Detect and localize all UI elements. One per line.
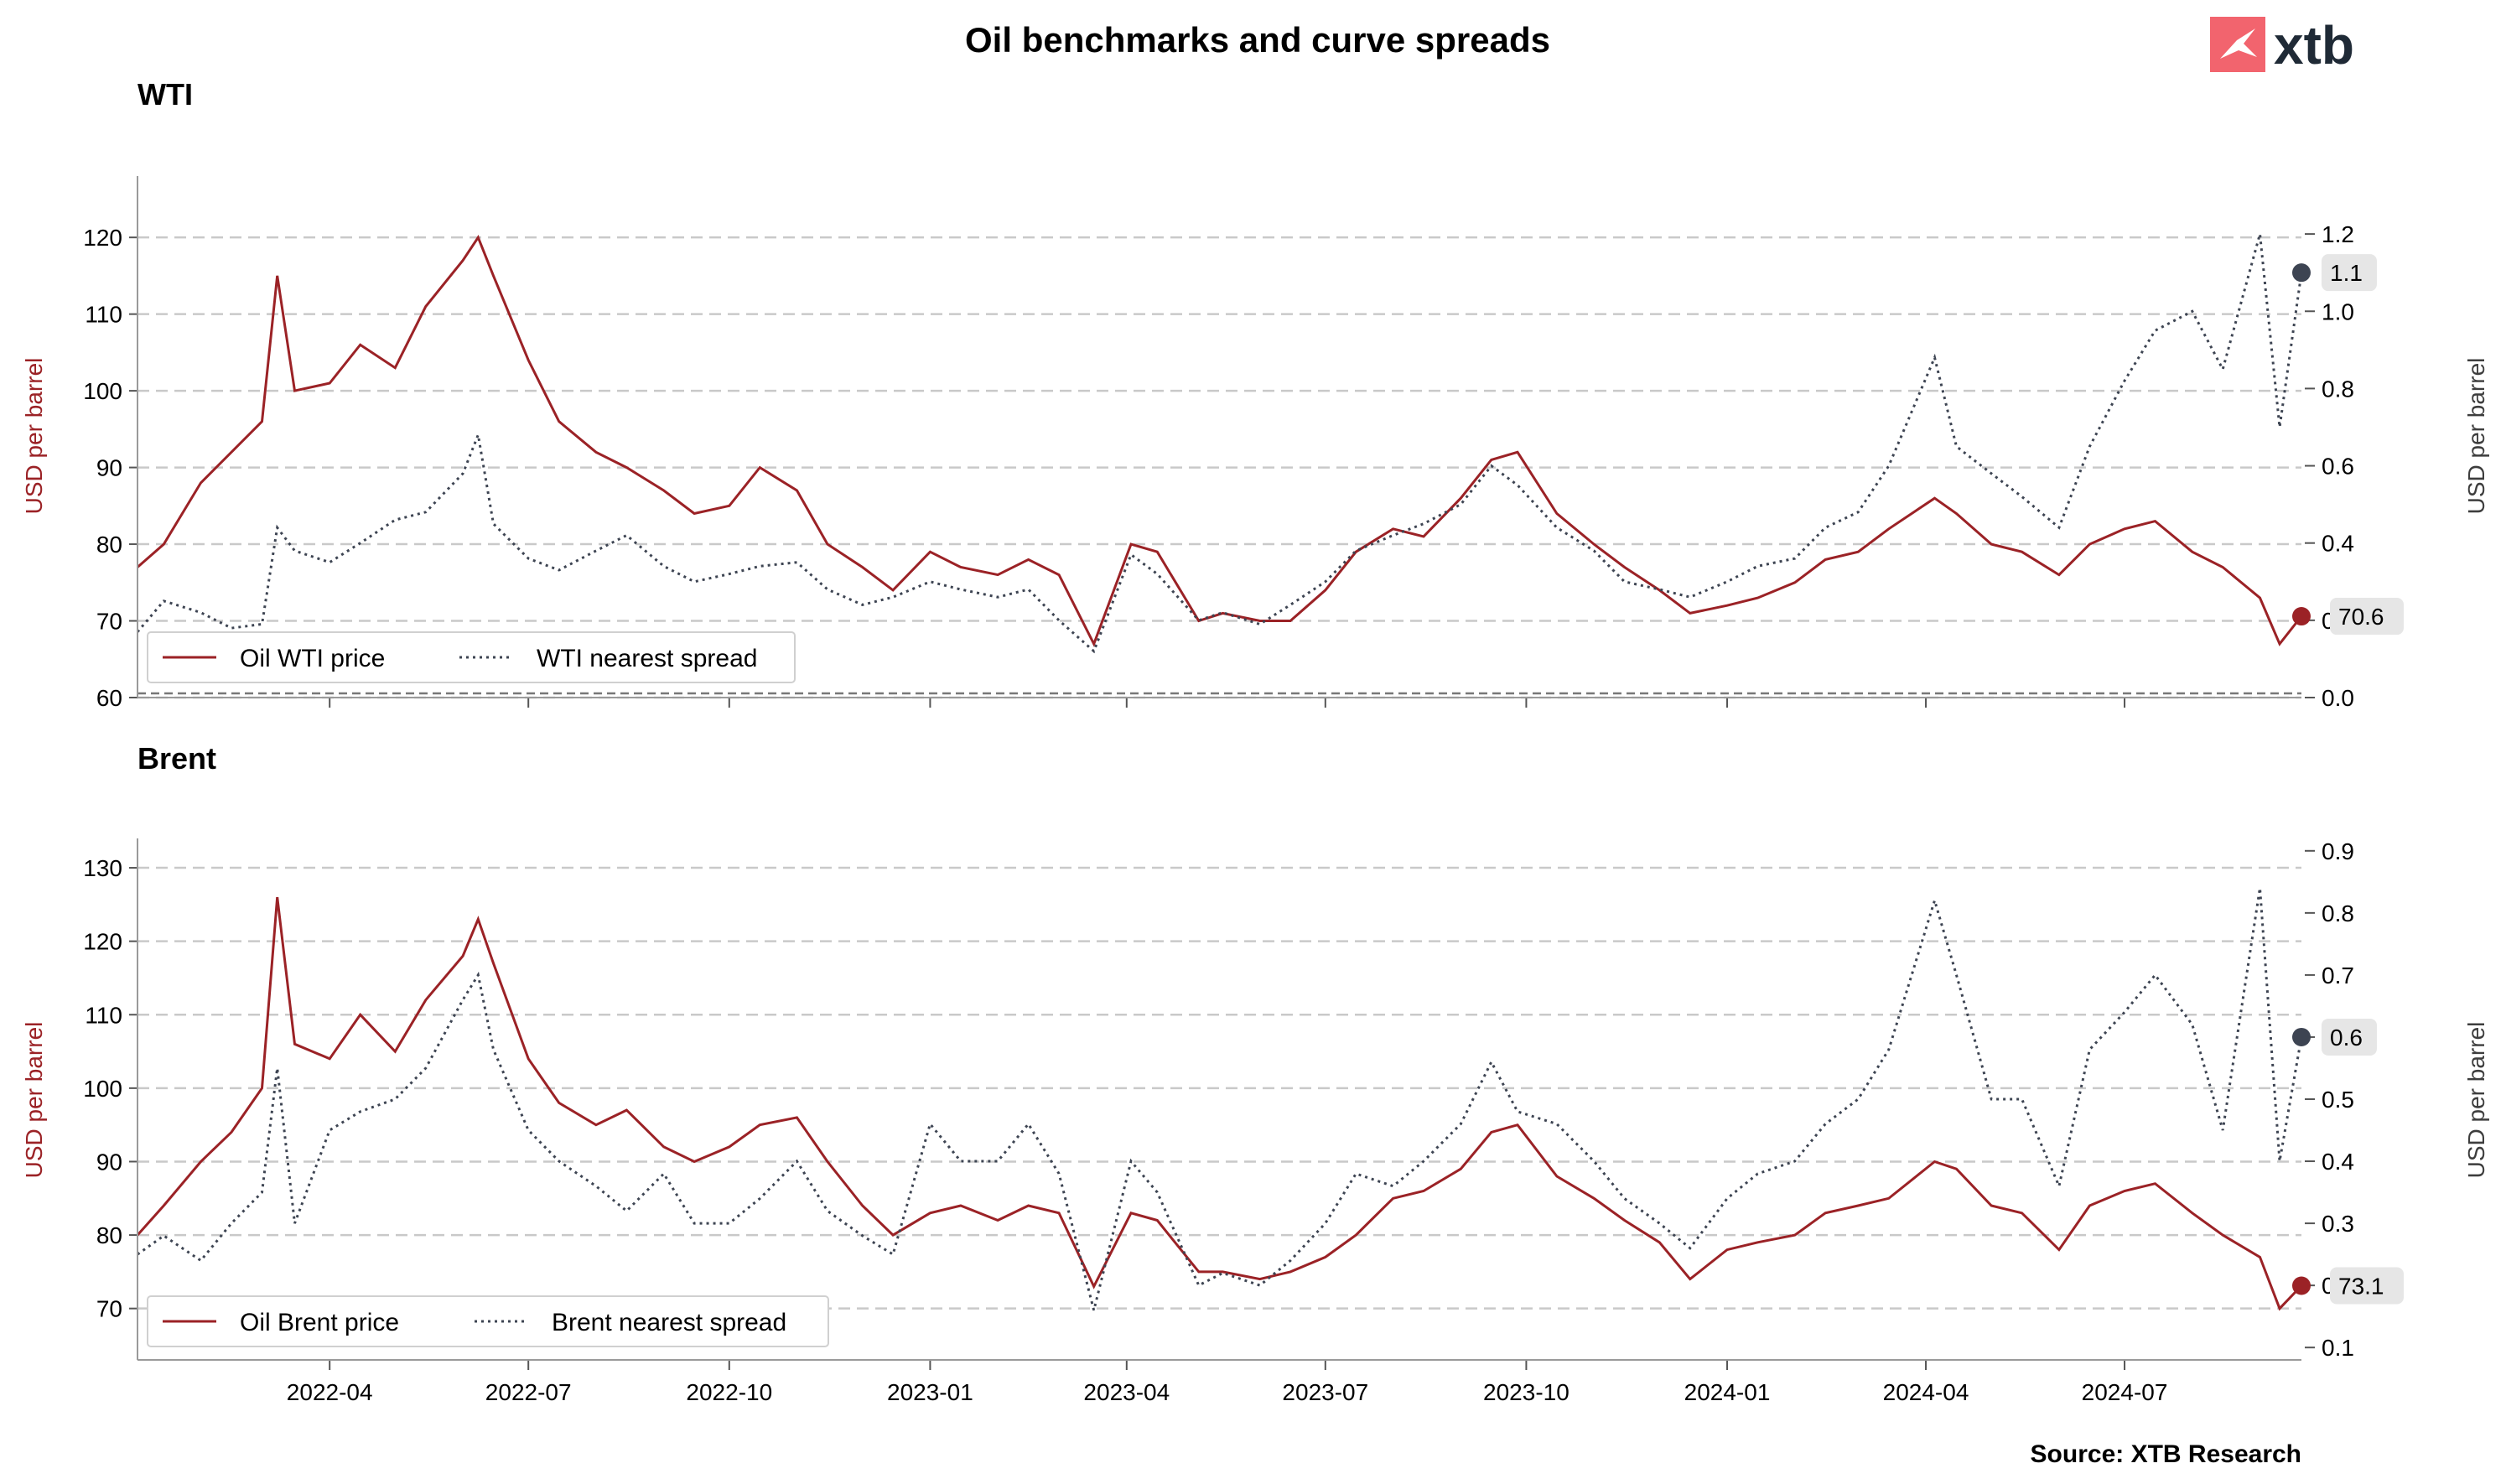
brent-x-tick-label: 2024-07 [2082,1379,2168,1405]
wti-right-ticks: 0.00.20.40.60.81.01.2 [2305,221,2354,711]
brent-legend-spread-label: Brent nearest spread [552,1309,786,1336]
brent-price-end-marker [2292,1276,2311,1295]
brent-end-markers: 73.1 0.6 [2292,1018,2404,1305]
xtb-logo-text: xtb [2274,15,2354,75]
source-note: Source: XTB Research [2031,1440,2301,1468]
wti-price-end-badge [2330,598,2404,636]
brent-x-ticks: 2022-04 2022-07 2022-10 2023-01 2023-04 2023-… [287,1360,2168,1405]
wti-legend-frame [147,631,796,683]
wti-legend-price-label: Oil WTI price [240,645,385,672]
brent-right-tick-label: 0.8 [2322,900,2354,926]
wti-right-tick-label: 0.0 [2322,685,2354,711]
wti-spread-end-label: 1.1 [2330,260,2363,286]
brent-left-tick-label: 130 [83,855,122,881]
brent-x-tick-label: 2024-01 [1684,1379,1771,1405]
brent-left-tick-label: 70 [96,1296,122,1322]
wti-price-end-marker [2292,607,2311,626]
wti-legend: Oil WTI price WTI nearest spread [147,631,796,683]
brent-right-tick-label: 0.5 [2322,1087,2354,1113]
wti-panel-title: WTI [137,77,193,112]
brent-x-tick-label: 2023-04 [1083,1379,1170,1405]
brent-spread-line [137,887,2303,1311]
wti-left-tick-label: 120 [83,225,122,251]
brent-left-tick-label: 80 [96,1222,122,1248]
brent-left-tick-label: 110 [85,1002,122,1028]
xtb-x-mark-glyph [2220,29,2257,59]
wti-left-tick-label: 110 [85,302,122,328]
brent-x-tick-label: 2023-07 [1282,1379,1368,1405]
brent-legend: Oil Brent price Brent nearest spread [147,1295,829,1347]
brent-right-ylabel: USD per barrel [2463,1022,2489,1179]
wti-left-tick-label: 60 [96,685,122,711]
brent-spread-end-marker [2292,1027,2311,1046]
wti-left-tick-label: 100 [83,378,122,404]
wti-end-markers: 70.6 1.1 [2292,254,2404,636]
wti-spread-end-marker [2292,263,2311,283]
brent-left-tick-label: 100 [83,1076,122,1102]
wti-left-ticks: 60 70 80 90 100 110 120 [83,225,137,711]
xtb-logo: xtb [2210,15,2354,75]
brent-right-tick-label: 0.7 [2322,963,2354,988]
wti-left-tick-label: 90 [96,455,122,481]
wti-legend-spread-label: WTI nearest spread [537,645,757,672]
wti-right-tick-label: 0.6 [2322,454,2354,480]
wti-right-tick-label: 1.2 [2322,221,2354,247]
brent-left-tick-label: 90 [96,1149,122,1175]
wti-x-ticks [329,698,2126,708]
brent-left-ticks: 70 80 90 100 110 120 130 [83,855,137,1322]
brent-panel-title: Brent [137,741,216,776]
brent-x-tick-label: 2023-10 [1483,1379,1569,1405]
wti-spread-end-badge [2322,254,2377,292]
wti-right-tick-label: 0.4 [2322,531,2354,557]
brent-x-tick-label: 2024-04 [1883,1379,1969,1405]
brent-price-line [136,896,2303,1311]
brent-right-tick-label: 0.1 [2322,1335,2354,1361]
wti-spread-line [136,233,2303,654]
brent-x-tick-label: 2022-04 [287,1379,373,1405]
wti-left-ylabel: USD per barrel [21,358,47,515]
brent-spread-end-label: 0.6 [2330,1025,2363,1051]
brent-gridlines [137,866,2301,1310]
wti-left-tick-label: 70 [96,609,122,635]
brent-x-tick-label: 2022-07 [485,1379,572,1405]
brent-left-tick-label: 120 [83,929,122,955]
brent-x-tick-label: 2023-01 [887,1379,973,1405]
brent-right-tick-label: 0.9 [2322,838,2354,864]
brent-price-end-badge [2330,1267,2404,1305]
wti-right-ylabel: USD per barrel [2463,358,2489,515]
brent-right-tick-label: 0.4 [2322,1149,2354,1175]
brent-spread-end-badge [2322,1018,2377,1056]
chart-title: Oil benchmarks and curve spreads [965,20,1550,60]
brent-x-tick-label: 2022-10 [686,1379,772,1405]
wti-left-tick-label: 80 [96,532,122,558]
brent-legend-price-label: Oil Brent price [240,1309,399,1336]
wti-right-tick-label: 0.8 [2322,376,2354,402]
brent-left-ylabel: USD per barrel [21,1022,47,1179]
wti-price-line [137,234,2303,647]
brent-price-end-label: 73.1 [2338,1274,2384,1300]
wti-price-end-label: 70.6 [2338,604,2384,630]
brent-right-tick-label: 0.3 [2322,1211,2354,1237]
wti-gridlines [137,236,2301,699]
wti-right-tick-label: 1.0 [2322,298,2354,324]
